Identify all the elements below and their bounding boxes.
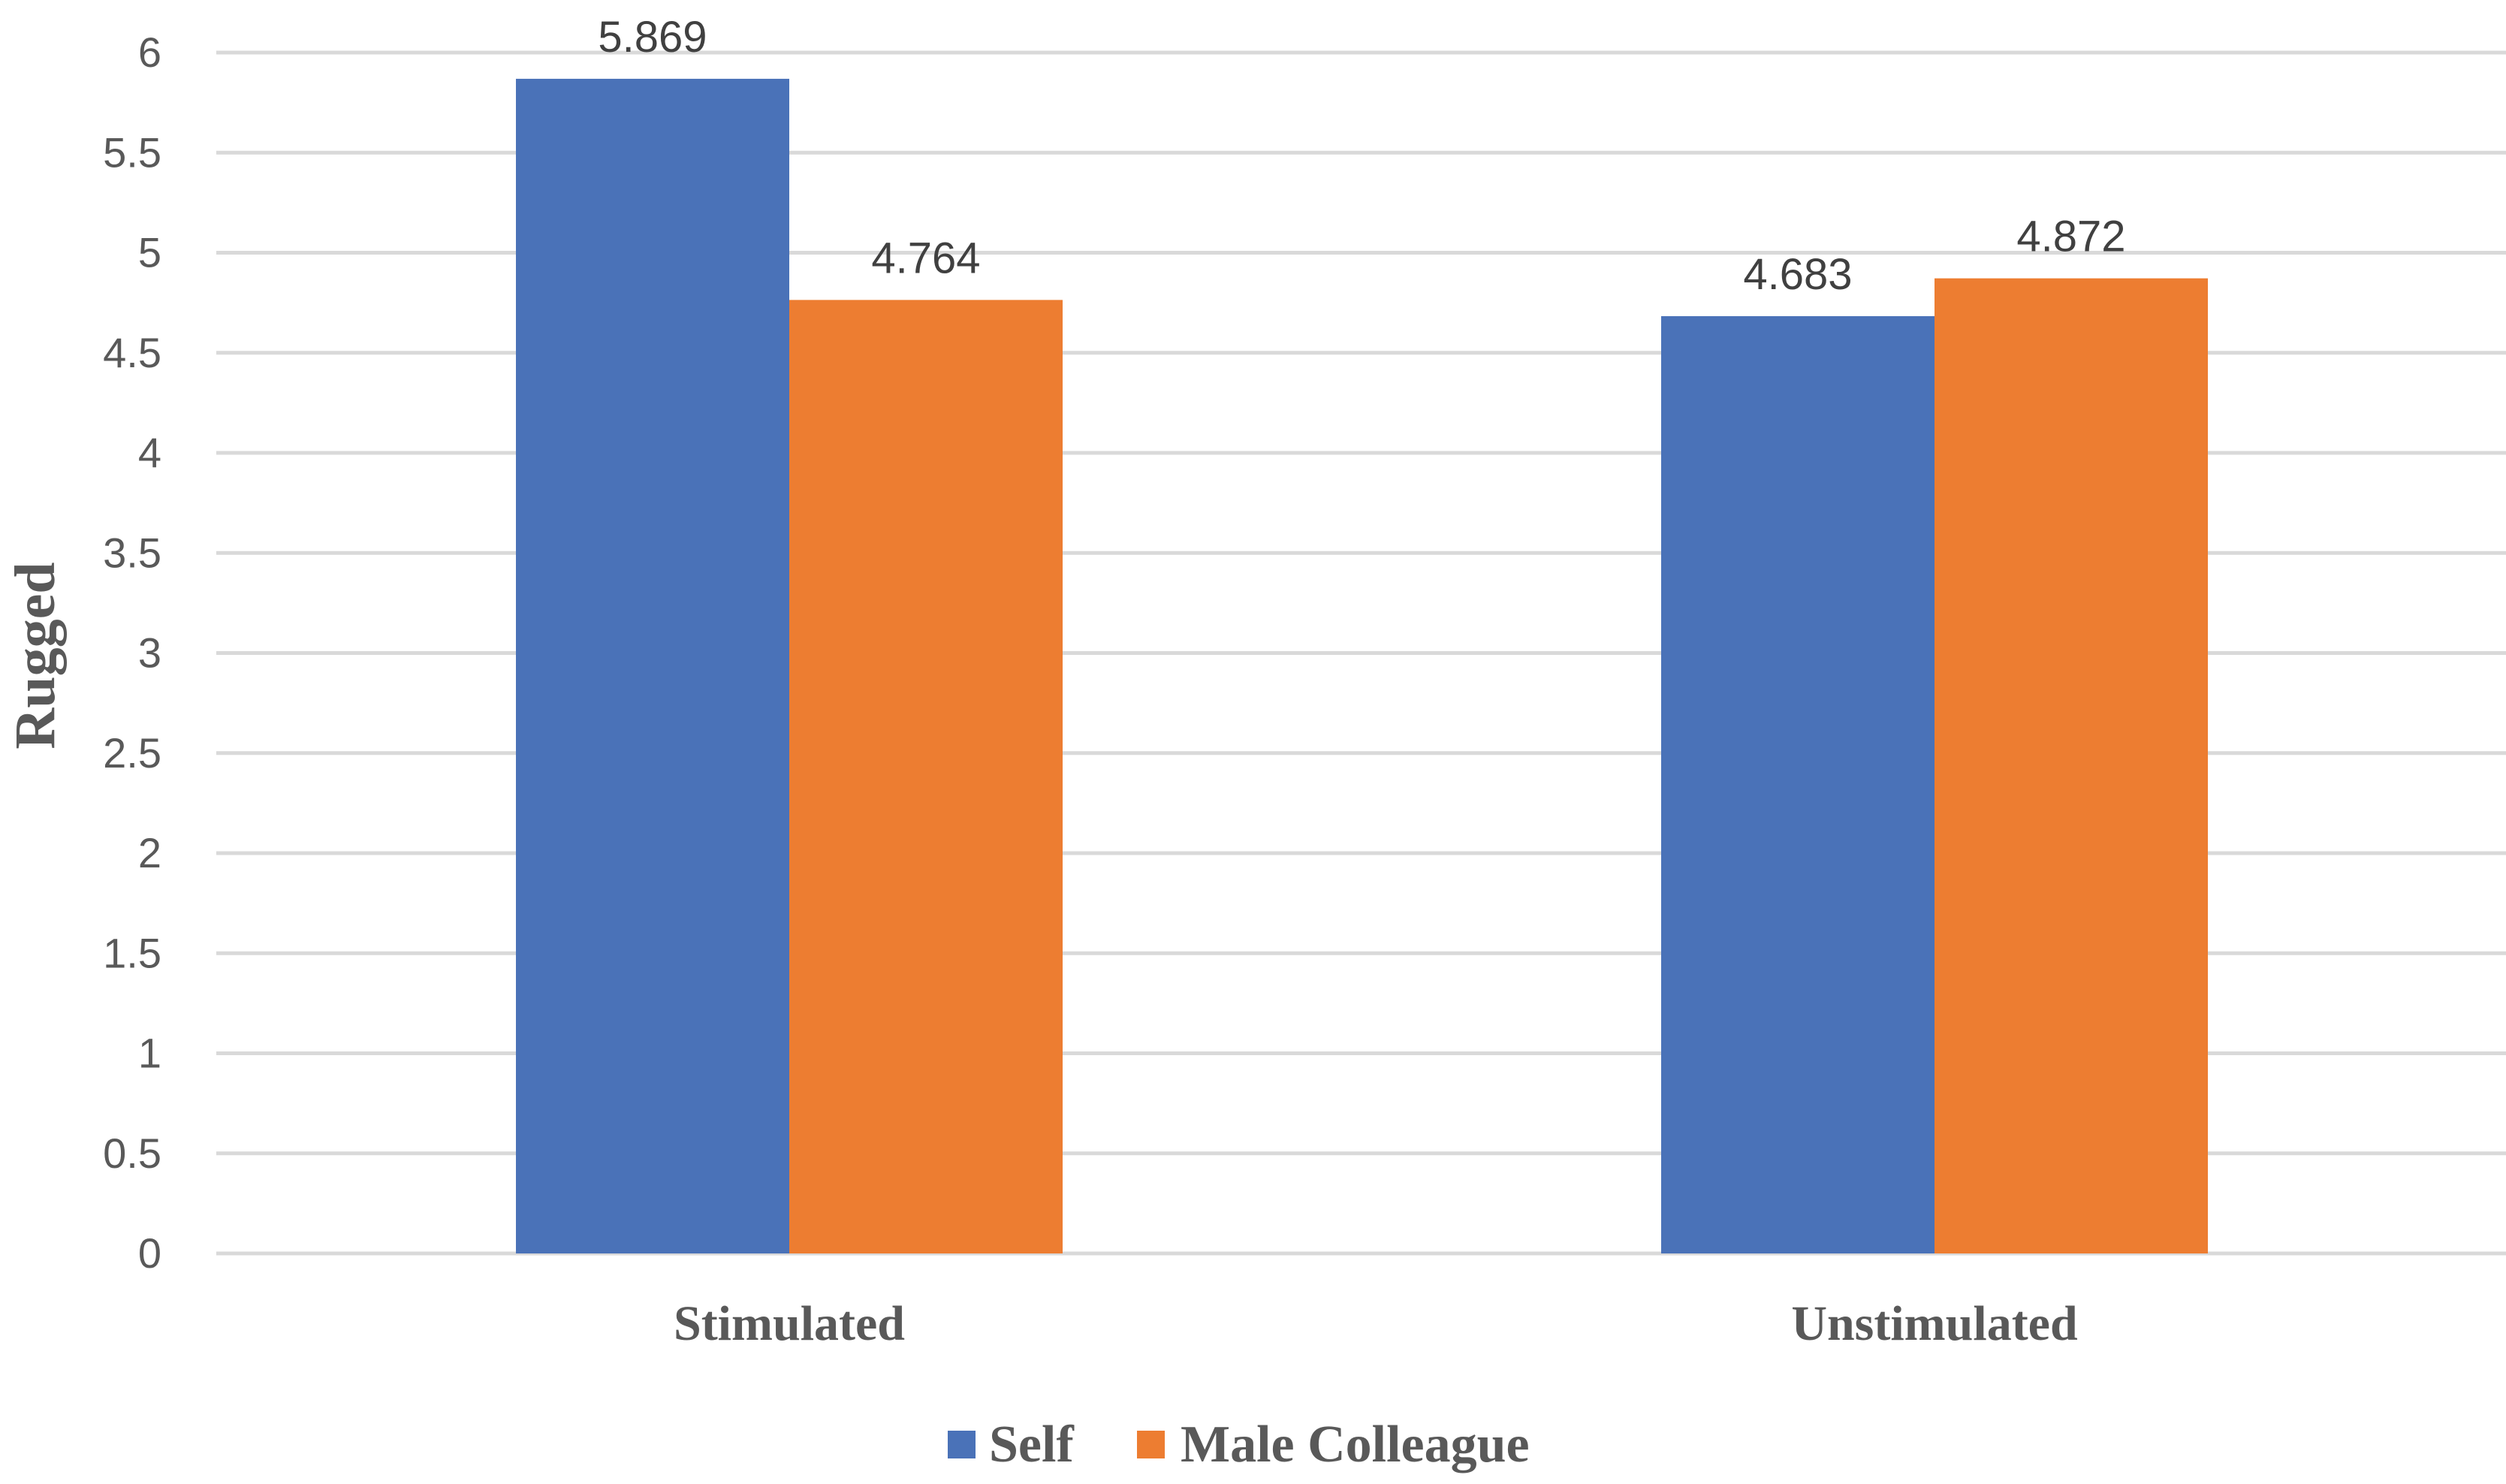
y-tick-label: 4 — [138, 429, 161, 476]
legend-swatch — [1137, 1431, 1165, 1458]
bars — [516, 78, 2208, 1254]
y-tick-label: 5.5 — [103, 128, 161, 176]
bar-male-colleague-unstimulated — [1935, 278, 2208, 1253]
y-tick-label: 1 — [138, 1030, 161, 1077]
legend-swatch — [948, 1431, 976, 1458]
y-tick-label: 2.5 — [103, 729, 161, 777]
y-tick-label: 1.5 — [103, 929, 161, 976]
y-tick-label: 5 — [138, 229, 161, 276]
data-label: 4.683 — [1743, 250, 1852, 299]
y-tick-label: 0 — [138, 1229, 161, 1277]
x-axis-categories: Stimulated Unstimulated — [674, 1296, 2078, 1351]
data-label: 4.764 — [871, 234, 980, 282]
y-axis-ticks: 0 0.5 1 1.5 2 2.5 3 3.5 4 4.5 5 5.5 6 — [103, 29, 161, 1277]
y-tick-label: 6 — [138, 29, 161, 76]
y-tick-label: 2 — [138, 829, 161, 876]
bar-self-unstimulated — [1661, 315, 1935, 1254]
legend-label: Self — [989, 1416, 1074, 1473]
y-tick-label: 0.5 — [103, 1130, 161, 1177]
y-tick-label: 4.5 — [103, 329, 161, 376]
legend-label: Male Colleague — [1181, 1416, 1530, 1473]
bar-self-stimulated — [516, 78, 789, 1253]
data-label: 5.869 — [598, 13, 707, 62]
y-tick-label: 3.5 — [103, 529, 161, 576]
x-category-label: Unstimulated — [1791, 1296, 2077, 1351]
data-label: 4.872 — [2016, 213, 2125, 261]
x-category-label: Stimulated — [674, 1296, 905, 1351]
y-tick-label: 3 — [138, 629, 161, 677]
legend: Self Male Colleague — [948, 1416, 1530, 1473]
data-labels: 5.869 4.764 4.683 4.872 — [598, 13, 2125, 299]
y-axis-title: Rugged — [4, 562, 67, 749]
bar-male-colleague-stimulated — [789, 300, 1063, 1253]
